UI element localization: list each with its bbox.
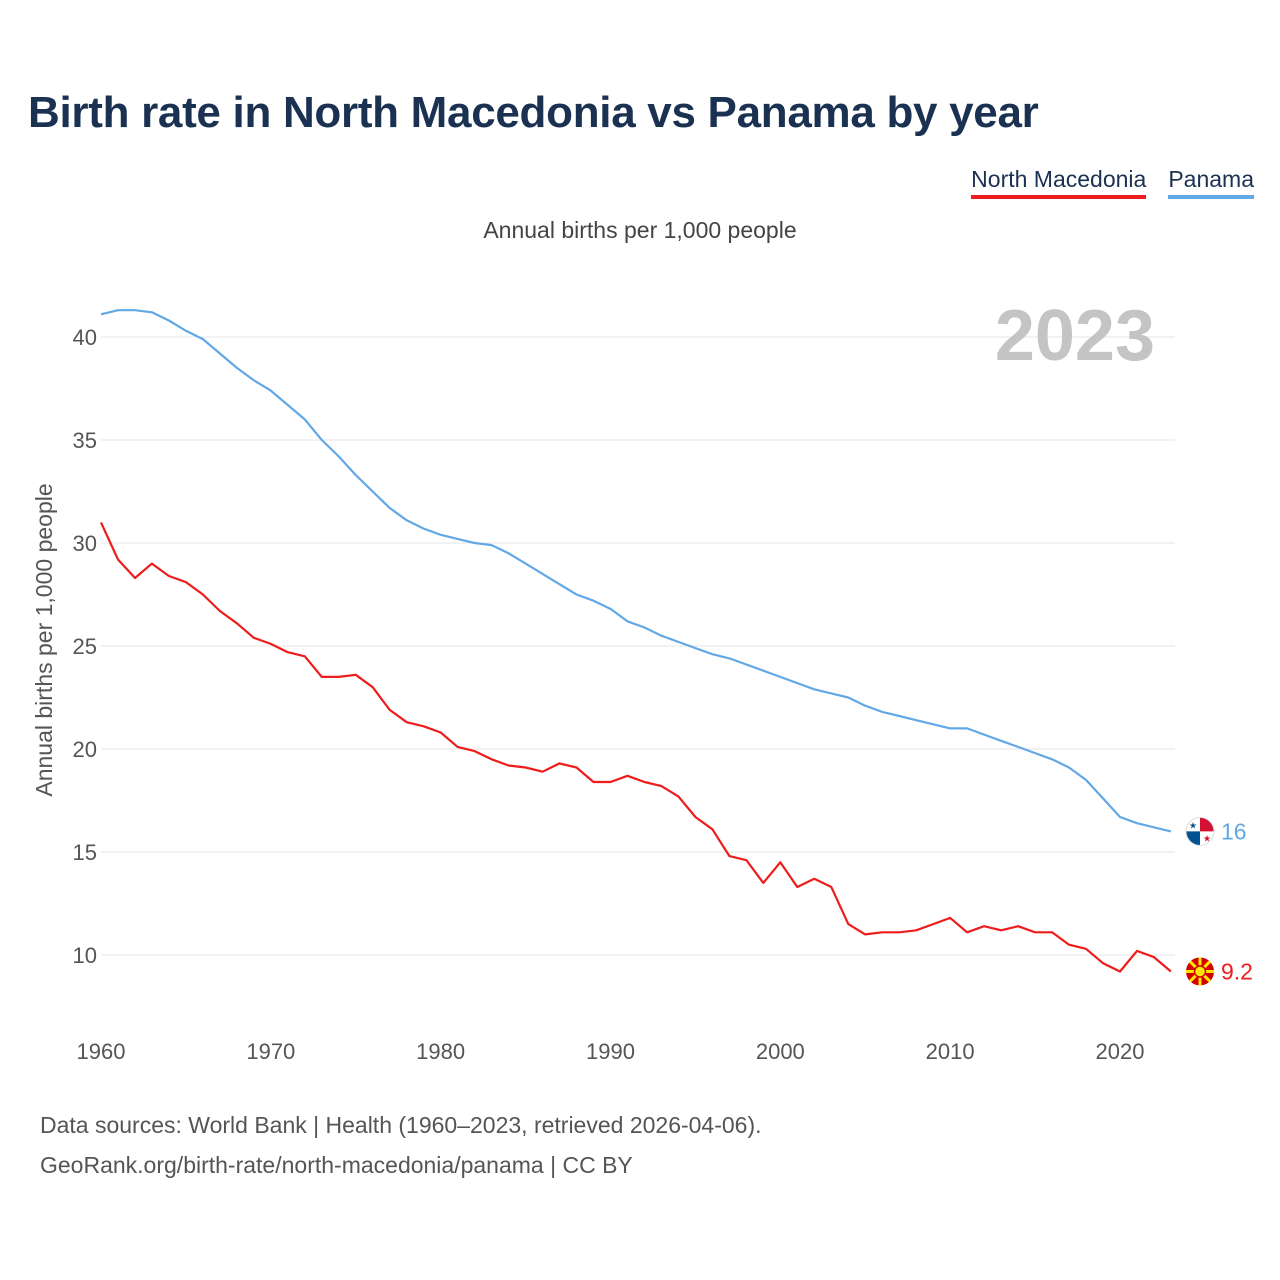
y-tick-label: 20 [73, 737, 97, 762]
x-tick-label: 2000 [756, 1039, 805, 1064]
x-tick-label: 2010 [926, 1039, 975, 1064]
y-tick-label: 35 [73, 428, 97, 453]
y-tick-label: 25 [73, 634, 97, 659]
x-axis-ticks: 1960 1970 1980 1990 2000 2010 2020 [77, 1039, 1145, 1064]
end-label-north-macedonia: 9.2 [1221, 958, 1253, 984]
chart-title: Birth rate in North Macedonia vs Panama … [28, 88, 1039, 137]
source-url-line: GeoRank.org/birth-rate/north-macedonia/p… [40, 1152, 633, 1178]
series-line-north-macedonia [99, 521, 1172, 973]
panama-flag-icon: ★ ★ [1185, 816, 1215, 846]
x-tick-label: 1960 [77, 1039, 126, 1064]
x-tick-label: 1970 [246, 1039, 295, 1064]
x-tick-label: 2020 [1096, 1039, 1145, 1064]
chart-subtitle: Annual births per 1,000 people [483, 217, 797, 243]
y-tick-label: 15 [73, 840, 97, 865]
svg-text:★: ★ [1203, 834, 1211, 844]
grid-lines [101, 336, 1175, 956]
x-tick-label: 1990 [586, 1039, 635, 1064]
end-markers: ★ ★ 16 9.2 [1185, 816, 1253, 986]
y-tick-label: 30 [73, 531, 97, 556]
north-macedonia-flag-icon [1186, 957, 1214, 986]
legend: North Macedonia Panama [971, 166, 1254, 199]
source-note: Data sources: World Bank | Health (1960–… [40, 1105, 762, 1185]
end-label-panama: 16 [1221, 818, 1247, 844]
y-tick-label: 10 [73, 943, 97, 968]
series-lines [99, 309, 1172, 973]
y-tick-label: 40 [73, 325, 97, 350]
legend-item-north-macedonia[interactable]: North Macedonia [971, 166, 1147, 199]
x-tick-label: 1980 [416, 1039, 465, 1064]
line-chart: 10 15 20 25 30 35 40 1960 1970 1980 1990 2000 2010 2… [31, 296, 1253, 1064]
series-line-panama [100, 309, 1172, 833]
source-line: Data sources: World Bank | Health (1960–… [40, 1112, 762, 1138]
svg-text:★: ★ [1189, 821, 1197, 831]
y-axis-label: Annual births per 1,000 people [31, 483, 57, 796]
legend-item-panama[interactable]: Panama [1168, 166, 1254, 199]
y-axis-ticks: 10 15 20 25 30 35 40 [73, 325, 97, 968]
year-label: 2023 [995, 296, 1155, 376]
